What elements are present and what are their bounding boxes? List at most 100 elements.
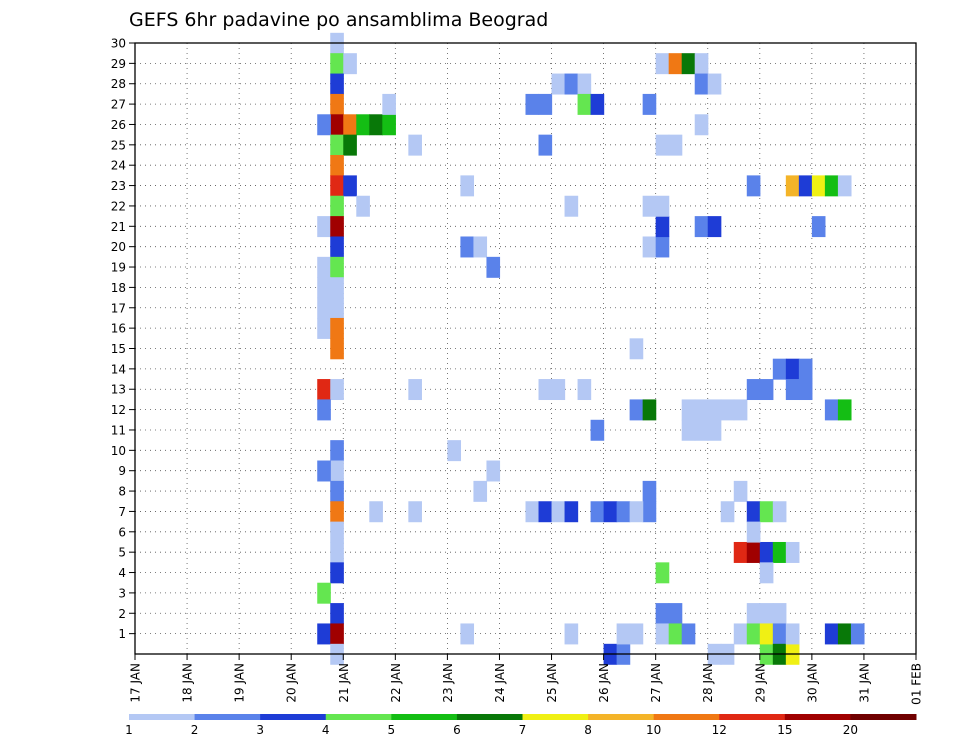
precip-cell <box>551 501 566 523</box>
precip-cell <box>733 480 748 502</box>
precip-cell <box>616 623 631 645</box>
y-axis: 1234567891011121314151617181920212223242… <box>111 37 135 641</box>
precip-cell <box>317 460 331 482</box>
precip-cell <box>525 501 540 523</box>
precip-cell <box>330 480 344 502</box>
precip-cell <box>330 460 344 482</box>
y-tick-label: 10 <box>111 444 126 458</box>
precip-cell <box>486 256 501 278</box>
precip-cell <box>655 603 670 625</box>
precip-cell <box>668 53 683 75</box>
y-tick-label: 16 <box>111 322 126 336</box>
y-tick-label: 14 <box>111 362 126 376</box>
y-tick-label: 8 <box>118 485 126 499</box>
precip-cell <box>343 53 357 75</box>
colorbar-label: 15 <box>777 723 792 737</box>
y-tick-label: 2 <box>118 607 126 621</box>
x-tick-label: 30 JAN <box>805 663 819 703</box>
precip-cell <box>382 93 396 115</box>
precip-cell <box>733 623 748 645</box>
precip-cell <box>642 236 657 258</box>
precip-cell <box>720 501 735 523</box>
y-tick-label: 24 <box>111 159 126 173</box>
precip-cell <box>694 399 709 421</box>
precip-cell <box>785 358 800 380</box>
precip-cell <box>317 317 331 339</box>
precip-cell <box>408 379 422 401</box>
precip-cell <box>330 256 344 278</box>
precip-cell <box>538 501 553 523</box>
y-tick-label: 25 <box>111 138 126 152</box>
precip-cell <box>746 379 761 401</box>
precip-cell <box>447 440 462 462</box>
precip-cell <box>655 236 670 258</box>
precip-cell <box>590 501 605 523</box>
precip-cell <box>629 338 644 360</box>
precip-cell <box>317 297 331 319</box>
precip-cell <box>811 175 826 197</box>
colorbar-segment <box>456 714 523 720</box>
precip-cell <box>486 460 501 482</box>
precip-cell <box>681 623 696 645</box>
colorbar-label: 8 <box>584 723 592 737</box>
y-tick-label: 1 <box>118 627 126 641</box>
precip-cell <box>538 379 553 401</box>
precip-cell <box>850 623 865 645</box>
precip-cell <box>772 603 787 625</box>
precip-cell <box>798 175 813 197</box>
precip-cell <box>330 53 344 75</box>
precip-cell <box>603 501 618 523</box>
precip-cell <box>798 358 813 380</box>
precip-cell <box>837 399 852 421</box>
precip-cell <box>473 480 488 502</box>
x-tick-label: 17 JAN <box>129 663 143 703</box>
precip-cell <box>772 358 787 380</box>
precip-cell <box>330 541 344 563</box>
colorbar-label: 7 <box>519 723 527 737</box>
precip-cell <box>460 623 475 645</box>
colorbar-segment <box>129 714 196 720</box>
y-tick-label: 28 <box>111 77 126 91</box>
precip-cell <box>330 623 344 645</box>
precip-cell <box>785 541 800 563</box>
precip-cell <box>590 419 605 441</box>
precip-cell <box>642 195 657 217</box>
x-tick-label: 27 JAN <box>649 663 663 703</box>
precip-cell <box>317 623 331 645</box>
precip-cell <box>330 338 344 360</box>
colorbar-segment <box>325 714 392 720</box>
precip-cell <box>330 114 344 136</box>
precip-cell <box>785 379 800 401</box>
precip-cell <box>642 399 657 421</box>
precip-cell <box>655 562 670 584</box>
precip-cell <box>642 480 657 502</box>
precip-cell <box>681 399 696 421</box>
precip-cell <box>330 440 344 462</box>
precip-cell <box>707 419 722 441</box>
precip-cell <box>655 623 670 645</box>
precip-cell <box>330 562 344 584</box>
y-tick-label: 12 <box>111 403 126 417</box>
precip-cell <box>811 216 826 238</box>
colorbar-segment <box>391 714 458 720</box>
precip-cell <box>629 501 644 523</box>
colorbar-label: 10 <box>646 723 661 737</box>
y-tick-label: 4 <box>118 566 126 580</box>
precip-cell <box>746 501 761 523</box>
colorbar-segment <box>653 714 720 720</box>
precip-cell <box>629 399 644 421</box>
precip-cell <box>343 114 357 136</box>
precip-cell <box>655 134 670 156</box>
precip-cell <box>785 623 800 645</box>
precip-cell <box>759 603 774 625</box>
precip-cell <box>330 73 344 95</box>
precip-cell <box>694 419 709 441</box>
precip-cell <box>590 93 605 115</box>
colorbar-label: 20 <box>843 723 858 737</box>
precip-cell <box>785 175 800 197</box>
colorbar-label: 2 <box>191 723 199 737</box>
precip-cell <box>759 623 774 645</box>
x-tick-label: 24 JAN <box>493 663 507 703</box>
precip-cell <box>837 175 852 197</box>
